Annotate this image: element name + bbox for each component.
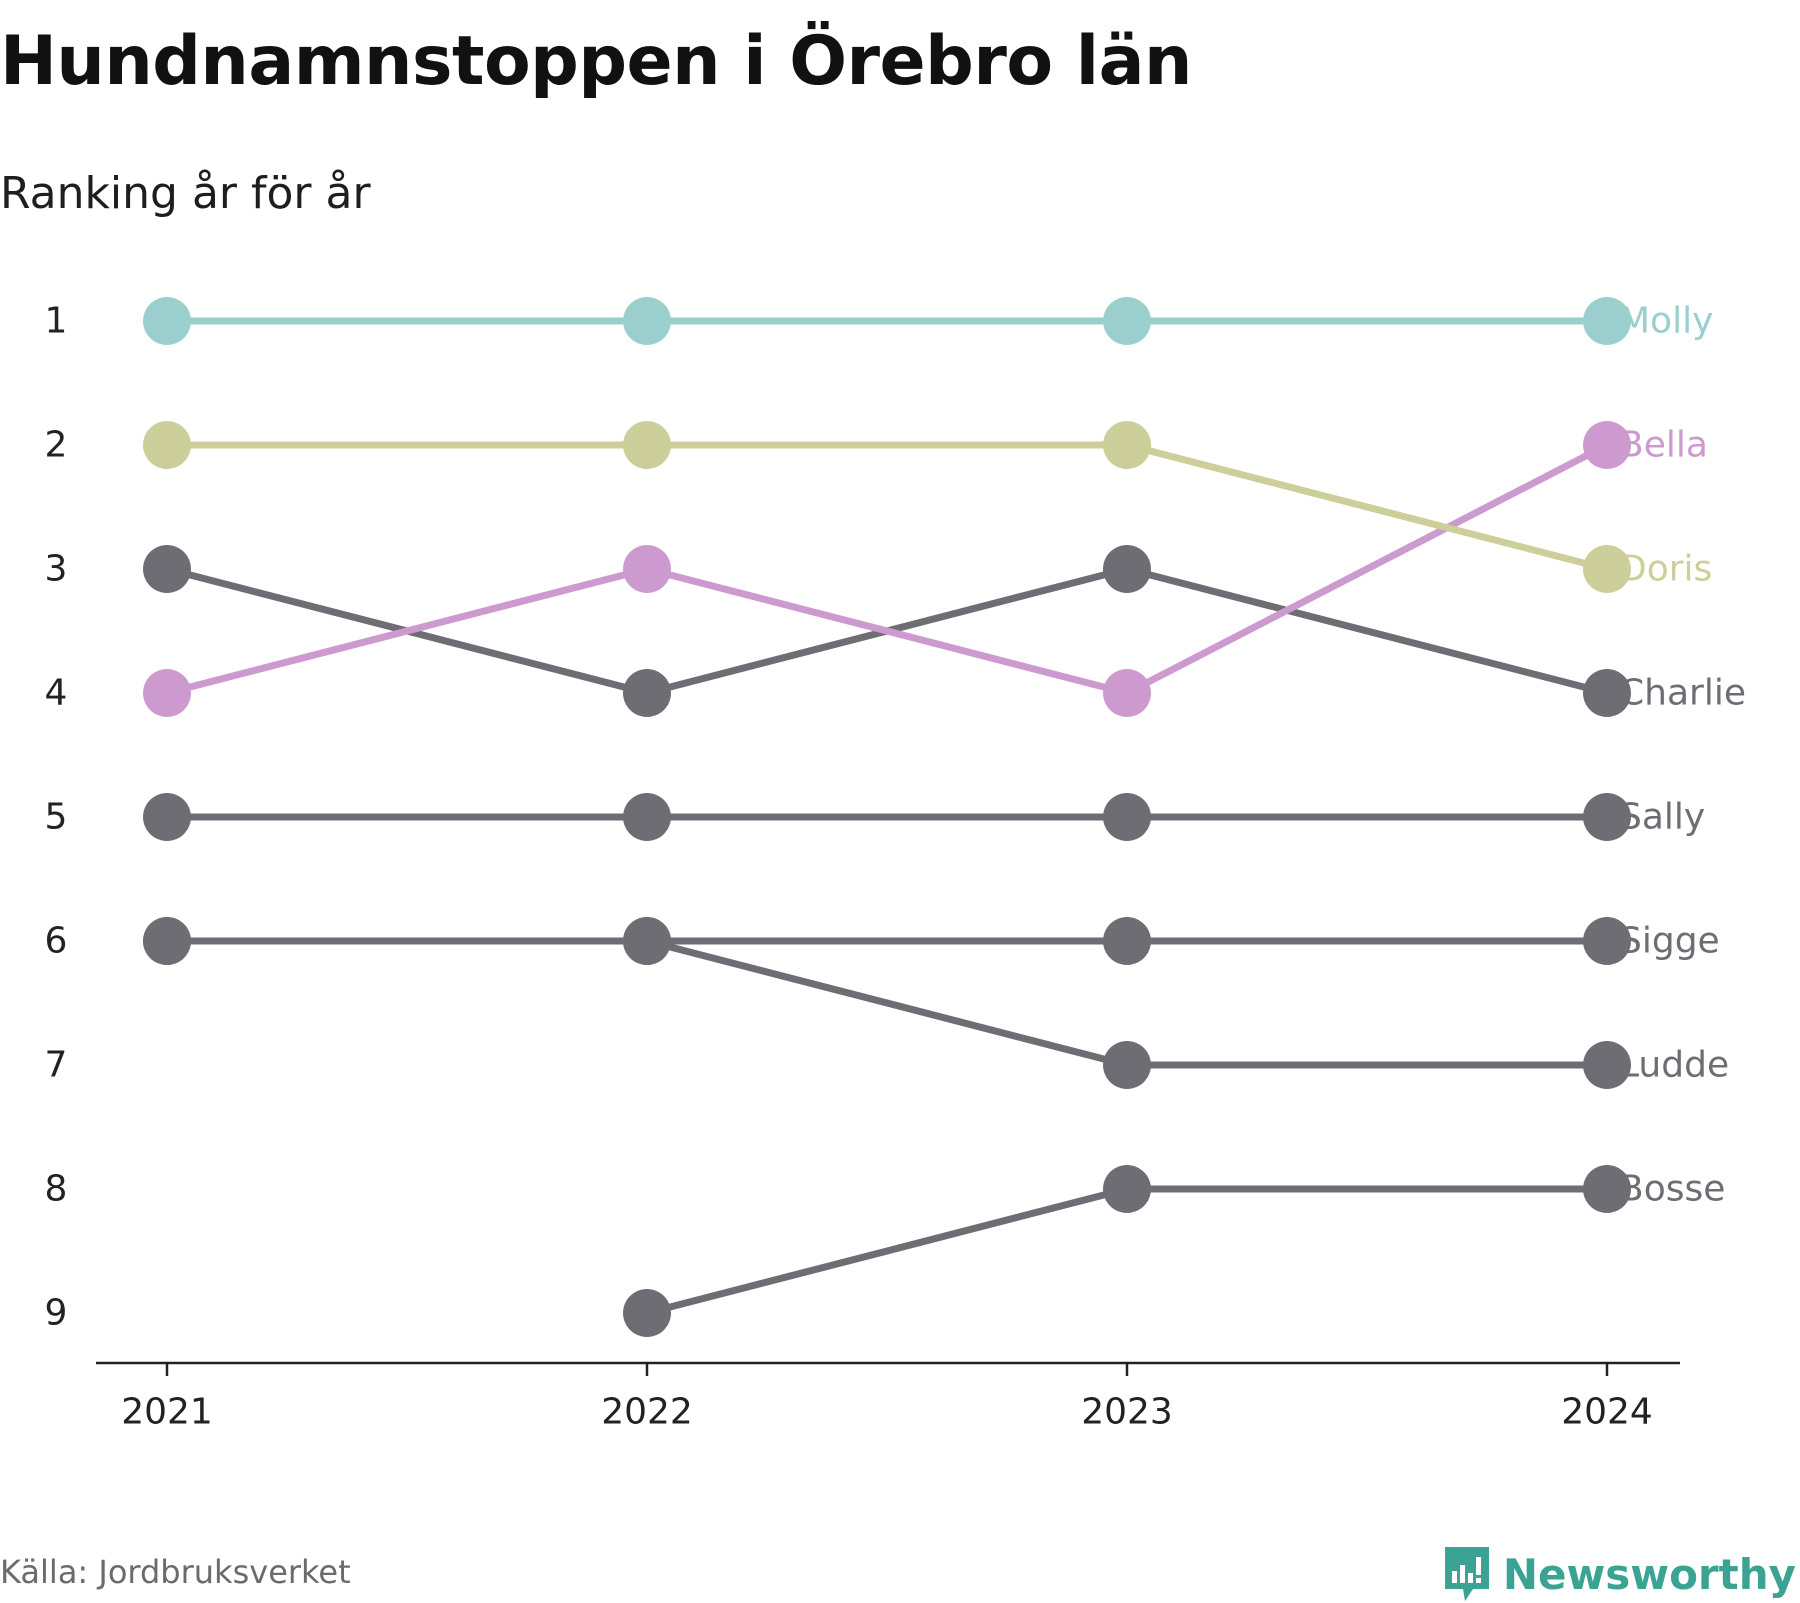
x-axis: 2021 2022 2023 2024: [121, 1363, 1653, 1433]
data-point-doris: [1103, 421, 1151, 469]
chart-title: Hundnamnstoppen i Örebro län: [0, 22, 1192, 101]
x-tick-label: 2021: [121, 1392, 213, 1433]
brand-logo[interactable]: Newsworthy: [1443, 1545, 1796, 1603]
series-label-bella: Bella: [1619, 425, 1708, 466]
data-point-sigge: [1103, 917, 1151, 965]
data-point-bosse: [1103, 1165, 1151, 1213]
y-tick-label: 1: [45, 301, 68, 342]
data-point-sally: [1103, 793, 1151, 841]
y-tick-label: 5: [45, 797, 68, 838]
data-point-ludde: [1583, 1041, 1631, 1089]
data-point-sally: [1583, 793, 1631, 841]
data-point-bosse: [623, 1289, 671, 1337]
data-point-molly: [1583, 297, 1631, 345]
chart-subtitle: Ranking år för år: [0, 168, 371, 219]
series-line-ludde: [163, 937, 1611, 1069]
y-axis: 1 2 3 4 5 6 7 8 9: [45, 301, 68, 1334]
data-point-molly: [143, 297, 191, 345]
data-point-molly: [623, 297, 671, 345]
y-tick-label: 6: [45, 921, 68, 962]
x-tick-label: 2022: [601, 1392, 693, 1433]
data-point-ludde: [143, 917, 191, 965]
data-point-ludde: [623, 917, 671, 965]
data-point-charlie: [1583, 669, 1631, 717]
series-labels: Charlie Sally Sigge Ludde Bosse Molly Bella Dor…: [1619, 301, 1746, 1210]
series-lines: [163, 317, 1611, 1317]
data-point-charlie: [623, 669, 671, 717]
brand-name: Newsworthy: [1502, 1549, 1796, 1599]
series-line-doris: [163, 441, 1611, 573]
series-label-bosse: Bosse: [1619, 1169, 1725, 1210]
x-tick-label: 2023: [1081, 1392, 1173, 1433]
y-tick-label: 8: [45, 1169, 68, 1210]
data-point-sigge: [1583, 917, 1631, 965]
y-tick-label: 3: [45, 549, 68, 590]
data-point-ludde: [1103, 1041, 1151, 1089]
series-label-sally: Sally: [1619, 797, 1705, 838]
y-tick-label: 2: [45, 425, 68, 466]
data-point-bosse: [1583, 1165, 1631, 1213]
data-point-sally: [623, 793, 671, 841]
data-point-doris: [623, 421, 671, 469]
series-label-sigge: Sigge: [1619, 921, 1720, 962]
series-label-doris: Doris: [1619, 549, 1712, 590]
data-point-bella: [1583, 421, 1631, 469]
data-point-doris: [143, 421, 191, 469]
series-label-molly: Molly: [1619, 301, 1713, 342]
data-point-sally: [143, 793, 191, 841]
series-points: [143, 297, 1631, 1337]
newsworthy-logo-icon: [1444, 1547, 1489, 1601]
source-note: Källa: Jordbruksverket: [0, 1553, 351, 1591]
y-tick-label: 4: [45, 673, 68, 714]
bump-chart: 1 2 3 4 5 6 7 8 9 2021 2022 2023 2024 Charlie Sally S…: [45, 297, 1746, 1433]
data-point-molly: [1103, 297, 1151, 345]
series-line-bella: [163, 441, 1611, 697]
data-point-charlie: [143, 545, 191, 593]
data-point-bella: [143, 669, 191, 717]
data-point-bella: [1103, 669, 1151, 717]
series-label-ludde: Ludde: [1619, 1045, 1729, 1086]
y-tick-label: 9: [45, 1293, 68, 1334]
data-point-charlie: [1103, 545, 1151, 593]
data-point-doris: [1583, 545, 1631, 593]
x-tick-label: 2024: [1561, 1392, 1653, 1433]
data-point-bella: [623, 545, 671, 593]
y-tick-label: 7: [45, 1045, 68, 1086]
series-label-charlie: Charlie: [1619, 673, 1746, 714]
